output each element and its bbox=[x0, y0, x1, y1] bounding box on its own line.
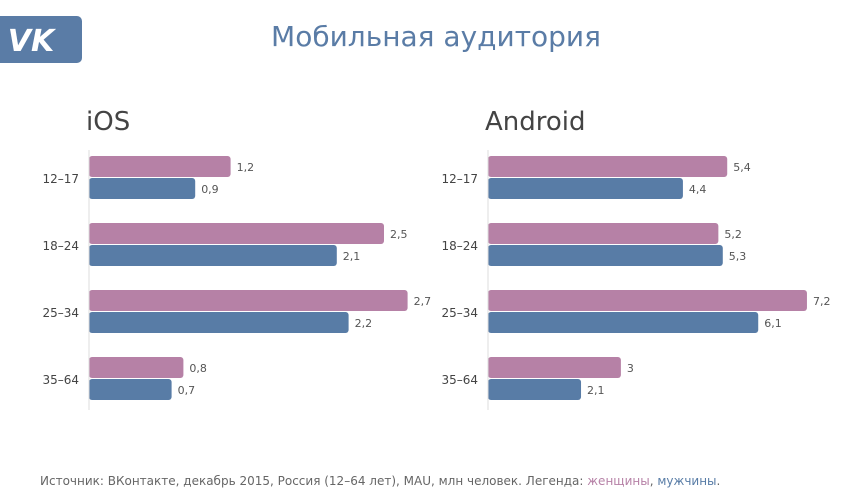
data-label: 5,2 bbox=[724, 228, 742, 241]
category-label: 12–17 bbox=[42, 172, 79, 186]
bar-women bbox=[89, 290, 408, 311]
legend-sep: , bbox=[649, 474, 658, 488]
bar-women bbox=[89, 223, 384, 244]
data-label: 7,2 bbox=[813, 295, 831, 308]
vk-logo: VK bbox=[0, 16, 82, 63]
bar-men bbox=[488, 178, 683, 199]
page-title: Мобильная аудитория bbox=[271, 20, 601, 53]
legend-women: женщины bbox=[587, 474, 650, 488]
footer-source: Источник: ВКонтакте, декабрь 2015, Росси… bbox=[40, 474, 720, 488]
category-label: 35–64 bbox=[441, 373, 478, 387]
category-label: 18–24 bbox=[42, 239, 79, 253]
footer-end: . bbox=[716, 474, 721, 488]
vk-logo-icon: VK bbox=[8, 24, 57, 59]
charts: iOS 12–17 1,2 0,9 18–24 2,5 2,1 25–34 2,7 2,2 35–6… bbox=[42, 107, 831, 410]
bar-men bbox=[488, 379, 582, 400]
category-label: 18–24 bbox=[441, 239, 478, 253]
data-label: 5,3 bbox=[729, 250, 747, 263]
bar-women bbox=[488, 290, 807, 311]
bar-men bbox=[89, 178, 196, 199]
data-label: 3 bbox=[627, 362, 634, 375]
panel-title: Android bbox=[485, 107, 586, 137]
panel-title: iOS bbox=[86, 107, 130, 137]
data-label: 2,5 bbox=[390, 228, 408, 241]
data-label: 2,1 bbox=[587, 384, 605, 397]
category-label: 25–34 bbox=[441, 306, 478, 320]
bar-men bbox=[89, 245, 337, 266]
bar-men bbox=[89, 312, 349, 333]
data-label: 4,4 bbox=[689, 183, 707, 196]
legend-men: мужчины bbox=[657, 474, 717, 488]
data-label: 2,1 bbox=[343, 250, 361, 263]
bar-women bbox=[488, 156, 728, 177]
data-label: 0,7 bbox=[178, 384, 196, 397]
bar-women bbox=[89, 357, 184, 378]
footer-text: Источник: ВКонтакте, декабрь 2015, Росси… bbox=[40, 474, 588, 488]
svg-text:VK: VK bbox=[8, 24, 57, 59]
data-label: 1,2 bbox=[237, 161, 255, 174]
category-label: 25–34 bbox=[42, 306, 79, 320]
bar-men bbox=[488, 312, 759, 333]
data-label: 2,7 bbox=[414, 295, 432, 308]
category-label: 35–64 bbox=[42, 373, 79, 387]
data-label: 2,2 bbox=[355, 317, 373, 330]
category-label: 12–17 bbox=[441, 172, 478, 186]
bar-women bbox=[488, 223, 719, 244]
data-label: 6,1 bbox=[764, 317, 782, 330]
bar-men bbox=[89, 379, 172, 400]
data-label: 5,4 bbox=[733, 161, 751, 174]
data-label: 0,9 bbox=[201, 183, 219, 196]
data-label: 0,8 bbox=[189, 362, 207, 375]
bar-women bbox=[89, 156, 231, 177]
bar-men bbox=[488, 245, 723, 266]
bar-women bbox=[488, 357, 621, 378]
